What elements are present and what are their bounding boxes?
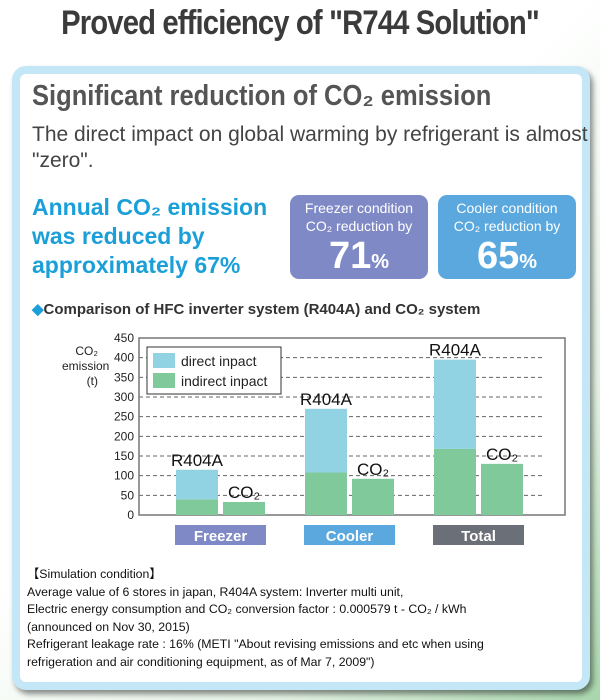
comparison-text: Comparison of HFC inverter system (R404A…	[43, 301, 481, 318]
legend-label: direct inpact	[181, 353, 257, 369]
bar-label: CO₂	[228, 483, 260, 502]
y-label-line: (t)	[86, 374, 98, 388]
y-axis-label: CO₂ emission (t)	[62, 344, 110, 389]
note-line: Average value of 6 stores in japan, R404…	[27, 584, 404, 599]
bar-indirect	[434, 448, 476, 515]
category-box	[175, 525, 266, 545]
y-tick-label: 150	[114, 449, 134, 463]
badge-line: CO₂ reduction by	[453, 218, 561, 234]
badge-line: CO₂ reduction by	[305, 218, 413, 234]
badge-value: 65%	[476, 235, 538, 277]
note-line: (announced on Nov 30, 2015)	[27, 619, 190, 634]
category-box	[433, 525, 524, 545]
bar-label: CO₂	[486, 445, 518, 464]
legend-swatch	[153, 353, 175, 368]
bar-indirect	[481, 463, 523, 515]
bar-indirect	[305, 472, 347, 515]
y-tick-label: 350	[114, 370, 134, 384]
legend-label: indirect inpact	[181, 373, 267, 389]
bar-direct	[305, 408, 347, 473]
bar-label: R404A	[171, 451, 224, 470]
y-tick-label: 400	[114, 351, 134, 365]
annual-reduction: Annual CO₂ emission was reduced by appro…	[32, 193, 267, 280]
cooler-reduction-badge: Cooler condition CO₂ reduction by 65%	[438, 195, 576, 279]
y-tick-label: 50	[121, 488, 135, 502]
bar-direct	[434, 359, 476, 449]
bar-label: CO₂	[357, 460, 389, 479]
note-line: refrigeration and air conditioning equip…	[27, 654, 375, 669]
content-card	[12, 66, 590, 690]
bar-direct	[176, 469, 218, 500]
category-label: Cooler	[326, 528, 374, 545]
annual-line: was reduced by	[32, 223, 205, 249]
category-label: Freezer	[194, 528, 248, 545]
badge-line: Freezer condition	[304, 200, 414, 216]
annual-line: approximately 67%	[32, 252, 241, 278]
y-label-line: CO₂	[75, 344, 98, 358]
page-title: Proved efficiency of "R744 Solution"	[61, 4, 540, 42]
bar-label: R404A	[429, 341, 482, 360]
legend-swatch	[153, 373, 175, 388]
note-line: Refrigerant leakage rate : 16% (METI "Ab…	[27, 637, 484, 651]
category-label: Total	[461, 528, 496, 545]
badge-value: 71%	[328, 235, 390, 277]
y-tick-label: 0	[127, 508, 134, 522]
y-tick-label: 250	[114, 410, 134, 424]
bar-label: R404A	[300, 390, 353, 409]
comparison-caption: ◆Comparison of HFC inverter system (R404…	[32, 300, 480, 318]
bar-indirect	[352, 478, 394, 515]
y-tick-label: 300	[114, 390, 134, 404]
freezer-reduction-badge: Freezer condition CO₂ reduction by 71%	[290, 195, 428, 279]
y-tick-label: 450	[114, 331, 134, 345]
simulation-notes: 【Simulation condition】 Average value of …	[27, 566, 484, 671]
y-label-line: emission	[62, 359, 110, 373]
badge-line: Cooler condition	[456, 200, 558, 216]
section-heading: Significant reduction of CO₂ emission	[32, 80, 492, 112]
bar-indirect	[176, 499, 218, 515]
diamond-icon: ◆	[32, 301, 44, 318]
bar-indirect	[223, 502, 265, 515]
note-line: 【Simulation condition】	[27, 567, 162, 581]
subheading: The direct impact on global warming by r…	[32, 123, 588, 172]
y-tick-label: 200	[114, 429, 134, 443]
y-tick-label: 100	[114, 469, 134, 483]
annual-line: Annual CO₂ emission	[32, 194, 268, 220]
category-box	[304, 525, 395, 545]
note-line: Electric energy consumption and CO₂ conv…	[27, 602, 467, 616]
